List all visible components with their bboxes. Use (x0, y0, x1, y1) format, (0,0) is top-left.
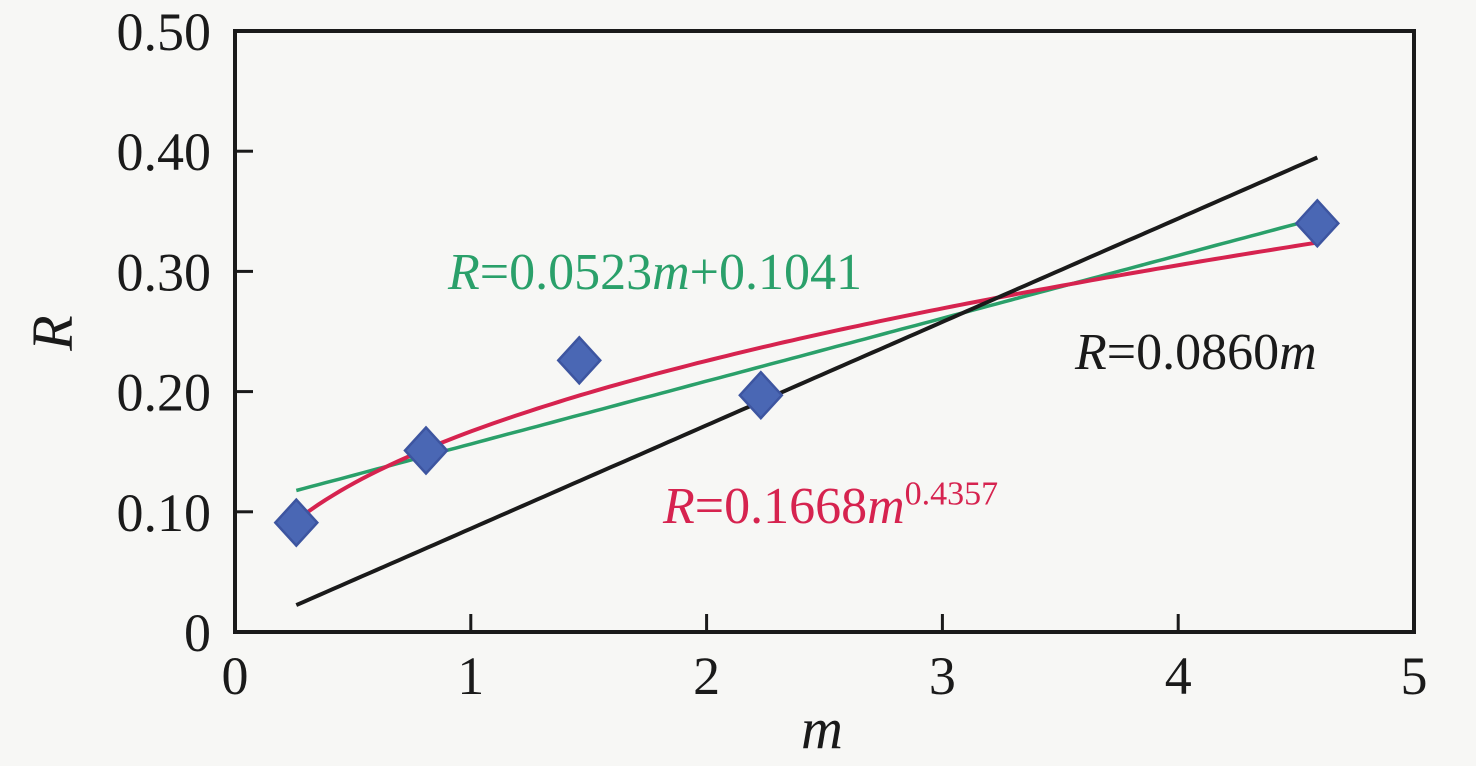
equation-body: =0.0523 (479, 244, 653, 301)
equation-lhs: R (1075, 324, 1107, 381)
equation-exponent: 0.4357 (904, 475, 999, 513)
y-tick-label: 0.30 (117, 242, 212, 302)
data-point-marker (403, 425, 449, 476)
data-point-marker (738, 370, 784, 421)
equation-lhs: R (663, 478, 695, 535)
data-point-marker (1294, 198, 1341, 249)
x-tick-label: 4 (1165, 646, 1192, 706)
equation-proportional-fit: R=0.0860m (1075, 324, 1317, 381)
equation-power-fit: R=0.1668m0.4357 (663, 477, 998, 535)
equation-linear-fit: R=0.0523m+0.1041 (448, 244, 862, 301)
axis-ticks: 0 1 2 3 4 5 0 0.10 0.20 0.30 0.40 0.50 (117, 2, 1428, 706)
x-tick-label: 3 (929, 646, 956, 706)
x-tick-label: 5 (1401, 646, 1428, 706)
y-tick-label: 0.20 (117, 363, 212, 423)
equation-tail: +0.1041 (689, 244, 862, 301)
y-tick-label: 0.50 (117, 2, 212, 62)
x-tick-label: 1 (457, 646, 484, 706)
data-points (273, 198, 1341, 548)
fit-line-power-fit (295, 240, 1318, 523)
equation-body: =0.0860 (1106, 324, 1280, 381)
equation-body: =0.1668 (694, 478, 868, 535)
fit-line-proportional-fit (295, 155, 1319, 607)
fit-lines (295, 155, 1319, 607)
plot-border (233, 29, 1416, 634)
y-tick-label: 0.40 (117, 122, 212, 182)
x-tick-label: 0 (222, 646, 249, 706)
y-tick-label: 0.10 (117, 483, 212, 543)
equation-var: m (652, 244, 690, 301)
y-axis-label: R (20, 315, 85, 351)
y-tick-label: 0 (184, 603, 211, 663)
data-point-marker (273, 497, 320, 548)
equation-var: m (1279, 324, 1317, 381)
fit-line-linear-fit (295, 216, 1318, 493)
equation-lhs: R (448, 244, 480, 301)
data-point-marker (556, 335, 602, 386)
equation-var: m (867, 478, 905, 535)
x-tick-label: 2 (693, 646, 720, 706)
x-axis-label: m (801, 696, 843, 761)
